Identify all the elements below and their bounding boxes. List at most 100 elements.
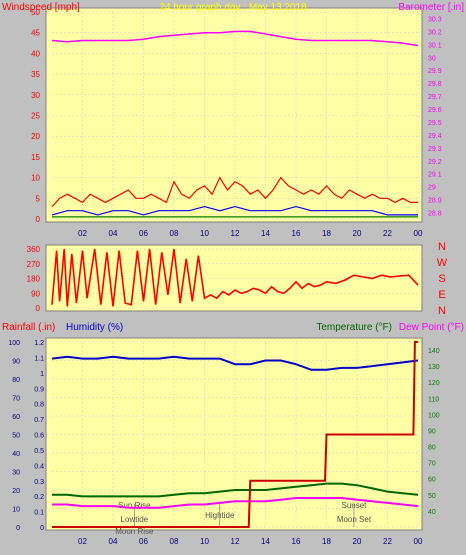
humidity-tick-label: 100	[8, 340, 20, 347]
dew_point-line	[52, 497, 419, 509]
rainfall-tick-label: 0.8	[34, 402, 44, 409]
barometer-tick-label: 29.8	[428, 81, 442, 88]
rainfall-tick-label: 1.1	[34, 355, 44, 362]
event-label: Moon Rise	[115, 527, 154, 536]
wind_avg-line	[51, 205, 418, 216]
compass-w: W	[437, 257, 448, 269]
temperature-tick-label: 100	[428, 412, 440, 419]
barometer-tick-label: 28.8	[428, 211, 442, 218]
humidity-time-tick-label: 12	[231, 537, 240, 546]
rainfall-tick-label: 1.2	[34, 340, 44, 347]
barometer-tick-label: 28.9	[428, 198, 442, 205]
windspeed-tick-label: 35	[31, 70, 40, 79]
rainfall-tick-label: 0.3	[34, 479, 44, 486]
barometer-tick-label: 29.6	[428, 107, 442, 114]
compass-n-top: N	[438, 241, 446, 253]
rainfall-tick-label: 0.1	[34, 510, 44, 517]
barometer-tick-label: 29.5	[428, 120, 442, 127]
wind-time-tick-label: 22	[383, 229, 392, 238]
barometer-tick-label: 29.9	[428, 68, 442, 75]
humidity-time-tick-label: 06	[139, 537, 148, 546]
barometer-tick-label: 30.1	[428, 42, 442, 49]
windspeed-axis-title: Windspeed [mph]	[2, 2, 80, 13]
barometer-tick-label: 29.4	[428, 133, 442, 140]
barometer-tick-label: 29.7	[428, 94, 442, 101]
direction-tick-label: 180	[27, 275, 41, 284]
humidity-time-tick-label: 22	[383, 537, 392, 546]
humidity-series	[51, 341, 419, 528]
windspeed-tick-label: 30	[31, 91, 40, 100]
direction-tick-label: 0	[36, 304, 41, 313]
compass-s: S	[438, 273, 445, 285]
wind-time-tick-label: 00	[414, 229, 423, 238]
windspeed-tick-label: 50	[31, 8, 40, 17]
humidity-time-tick-label: 16	[292, 537, 301, 546]
humidity-tick-label: 70	[12, 396, 20, 403]
wind-time-ticks: 02 04 06 08 10 12 14 16 18 20 22 00	[78, 229, 423, 238]
windspeed-ticks: 0 5 10 15 20 25 30 35 40 45 50	[31, 8, 40, 224]
temperature-tick-label: 60	[428, 477, 436, 484]
astro-events: Hightide Sun Rise Lowtide Moon Rise Sunset Mo…	[115, 501, 372, 536]
barometer-ticks: 28.8 28.9 29 29.1 29.2 29.3 29.4 29.5 29.6 29.7 29…	[428, 16, 442, 217]
rainfall-tick-label: 1	[40, 371, 44, 378]
windspeed-tick-label: 25	[31, 112, 40, 121]
event-label: Hightide	[205, 511, 235, 520]
windspeed-tick-label: 40	[31, 49, 40, 58]
barometer-tick-label: 29	[428, 185, 436, 192]
humidity-time-tick-label: 14	[261, 537, 270, 546]
direction-line	[51, 248, 419, 307]
barometer-tick-label: 29.2	[428, 159, 442, 166]
direction-ticks: 0 90 180 270 360	[27, 245, 41, 313]
barometer-tick-label: 30.2	[428, 29, 442, 36]
event-label: Moon Set	[337, 515, 372, 524]
windspeed-tick-label: 5	[36, 194, 41, 203]
direction-series	[51, 248, 419, 307]
temperature-tick-label: 50	[428, 493, 436, 500]
wind-time-tick-label: 08	[170, 229, 179, 238]
wind-time-tick-label: 16	[292, 229, 301, 238]
wind-grid	[52, 11, 419, 220]
temperature-tick-label: 120	[428, 380, 440, 387]
humidity-tick-label: 60	[12, 414, 20, 421]
wind-time-tick-label: 10	[200, 229, 209, 238]
graph-title: 24 hour graph day : May 13 2018	[159, 2, 307, 13]
humidity-time-tick-label: 08	[170, 537, 179, 546]
barometer-tick-label: 29.1	[428, 172, 442, 179]
wind-plot-area	[45, 7, 423, 223]
dewpoint-axis-title: Dew Point (°F)	[399, 322, 464, 333]
rain-line	[52, 341, 418, 528]
rainfall-tick-label: 0.5	[34, 448, 44, 455]
humidity-tick-label: 30	[12, 470, 20, 477]
temperature-tick-label: 70	[428, 461, 436, 468]
wind-time-tick-label: 20	[353, 229, 362, 238]
rainfall-ticks: 0 0.1 0.2 0.3 0.4 0.5 0.6 0.7 0.8 0.9 1 1.1 1.2	[34, 340, 44, 532]
windspeed-tick-label: 0	[36, 215, 41, 224]
humidity-axis-title: Humidity (%)	[66, 322, 123, 333]
wind-time-tick-label: 14	[261, 229, 270, 238]
humidity-ticks: 0 10 20 30 40 50 60 70 80 90 100	[8, 340, 20, 532]
compass-n-bottom: N	[438, 305, 446, 317]
wind-time-tick-label: 12	[231, 229, 240, 238]
barometer-tick-label: 30	[428, 55, 436, 62]
humidity-time-tick-label: 20	[353, 537, 362, 546]
temperature-tick-label: 40	[428, 509, 436, 516]
barometer-line	[51, 30, 419, 47]
temperature-tick-label: 80	[428, 445, 436, 452]
direction-grid	[52, 248, 418, 309]
humidity-tick-label: 20	[12, 488, 20, 495]
temperature-tick-label: 130	[428, 364, 440, 371]
gust-line	[51, 176, 418, 208]
rainfall-tick-label: 0.4	[34, 463, 44, 470]
humidity-time-tick-label: 04	[109, 537, 118, 546]
rainfall-tick-label: 0.9	[34, 386, 44, 393]
humidity-tick-label: 80	[12, 377, 20, 384]
wind-time-tick-label: 06	[139, 229, 148, 238]
humidity-time-ticks: 02 04 06 08 10 12 14 16 18 20 22 00	[78, 537, 423, 546]
event-label: Lowtide	[121, 515, 149, 524]
temperature-tick-label: 90	[428, 428, 436, 435]
humidity-time-tick-label: 00	[414, 537, 423, 546]
wind-time-tick-label: 02	[78, 229, 87, 238]
rainfall-tick-label: 0.6	[34, 433, 44, 440]
humidity-line	[51, 355, 419, 371]
